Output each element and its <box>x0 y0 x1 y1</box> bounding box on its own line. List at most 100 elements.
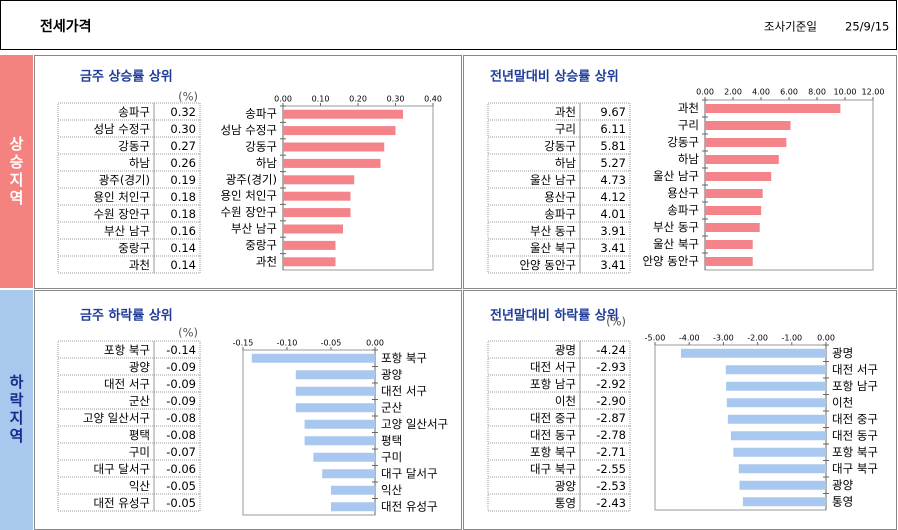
category-label: 하남 <box>256 156 278 170</box>
table-cell <box>153 493 201 512</box>
table-value: -0.09 <box>166 394 196 408</box>
table-name: 군산 <box>129 394 151 408</box>
table-value: 0.18 <box>170 190 196 204</box>
table-value: -2.93 <box>596 360 626 374</box>
table-value: 4.12 <box>600 190 626 204</box>
table-value: 0.27 <box>170 139 196 153</box>
table-cell <box>487 493 581 512</box>
category-label: 대전 중구 <box>832 412 878 426</box>
category-label: 하남 <box>678 152 700 166</box>
bar <box>739 480 826 490</box>
category-label: 대구 북구 <box>832 461 878 475</box>
category-label: 고양 일산서구 <box>381 417 448 431</box>
x-tick-label: 8.00 <box>808 88 826 97</box>
table-name: 포항 남구 <box>530 377 576 391</box>
table-name: 하남 <box>555 156 577 170</box>
x-tick-label: -5.00 <box>645 334 666 343</box>
category-label: 통영 <box>832 494 853 508</box>
x-tick-label: 12.00 <box>862 88 885 97</box>
table-value: 0.30 <box>170 122 196 136</box>
bar <box>283 224 343 234</box>
category-label: 용인 처인구 <box>220 189 277 203</box>
table-name: 포항 북구 <box>104 343 150 357</box>
category-label: 대전 동구 <box>832 428 878 442</box>
table-name: 과천 <box>129 258 150 272</box>
category-label: 부산 동구 <box>653 220 699 234</box>
side-label: 상승지역 <box>7 135 25 208</box>
table-value: 0.14 <box>170 258 196 272</box>
x-tick-label: -1.00 <box>781 334 802 343</box>
table-value: -0.08 <box>166 428 196 442</box>
table-value: -2.43 <box>596 496 626 510</box>
fall-band <box>0 290 33 530</box>
table-value: -2.92 <box>596 377 626 391</box>
table-value: 4.73 <box>600 173 626 187</box>
table-name: 고양 일산서구 <box>83 411 150 425</box>
x-tick-label: 0.30 <box>387 95 405 104</box>
unit: (%) <box>606 315 626 329</box>
category-label: 광양 <box>381 367 403 381</box>
table-value: -0.07 <box>166 445 196 459</box>
category-label: 용산구 <box>667 186 699 200</box>
panel-title: 전년말대비 상승률 상위 <box>490 69 619 85</box>
table-name: 강동구 <box>118 139 150 153</box>
category-label: 이천 <box>832 395 853 409</box>
category-label: 대전 서구 <box>832 362 878 376</box>
table-name: 대전 동구 <box>530 428 576 442</box>
table-name: 용인 처인구 <box>93 190 150 204</box>
table-value: 6.11 <box>600 122 626 136</box>
table-value: -2.87 <box>596 411 626 425</box>
bar <box>727 414 826 424</box>
category-label: 광양 <box>832 478 854 492</box>
table-name: 송파구 <box>544 207 576 221</box>
table-name: 통영 <box>555 496 576 510</box>
table-cell <box>57 255 155 274</box>
category-label: 수원 장안구 <box>220 205 277 219</box>
panel-title: 전년말대비 하락률 상위 <box>490 308 619 324</box>
x-tick-label: -2.00 <box>747 334 768 343</box>
bar <box>705 240 753 249</box>
table-value: -0.05 <box>166 479 196 493</box>
table-name: 대구 달서구 <box>93 462 150 476</box>
bar <box>331 502 375 512</box>
table-value: 9.67 <box>600 105 626 119</box>
bar <box>705 138 787 147</box>
table-value: 0.16 <box>170 224 196 238</box>
table-value: 0.26 <box>170 156 196 170</box>
category-label: 평택 <box>381 433 402 447</box>
table-name: 안양 동안구 <box>519 258 576 272</box>
bar <box>705 257 753 266</box>
table-name: 용산구 <box>544 190 576 204</box>
table-name: 평택 <box>129 428 150 442</box>
table-value: 3.41 <box>600 241 626 255</box>
bar <box>742 497 826 507</box>
table-name: 광양 <box>555 479 577 493</box>
category-label: 구미 <box>381 450 402 464</box>
table-name: 광양 <box>129 360 151 374</box>
table-value: 3.41 <box>600 258 626 272</box>
unit: (%) <box>178 326 198 340</box>
bar <box>295 386 375 396</box>
table-name: 구리 <box>555 122 576 136</box>
table-cell <box>57 493 155 512</box>
table-cell <box>579 255 631 274</box>
bar <box>283 126 396 136</box>
category-label: 성남 수정구 <box>220 123 277 137</box>
x-tick-label: -3.00 <box>713 334 734 343</box>
bar <box>322 469 375 479</box>
bar <box>705 189 763 198</box>
table-name: 광주(경기) <box>99 173 150 187</box>
unit: (%) <box>178 90 198 104</box>
bar <box>705 155 779 164</box>
category-label: 포항 북구 <box>832 445 878 459</box>
table-name: 대전 유성구 <box>93 496 150 510</box>
table-name: 대전 서구 <box>104 377 150 391</box>
category-label: 강동구 <box>245 140 277 154</box>
table-value: 0.14 <box>170 241 196 255</box>
table-value: -4.24 <box>596 343 626 357</box>
category-label: 울산 북구 <box>653 237 699 251</box>
bar <box>726 381 826 391</box>
category-label: 대구 달서구 <box>381 466 438 480</box>
